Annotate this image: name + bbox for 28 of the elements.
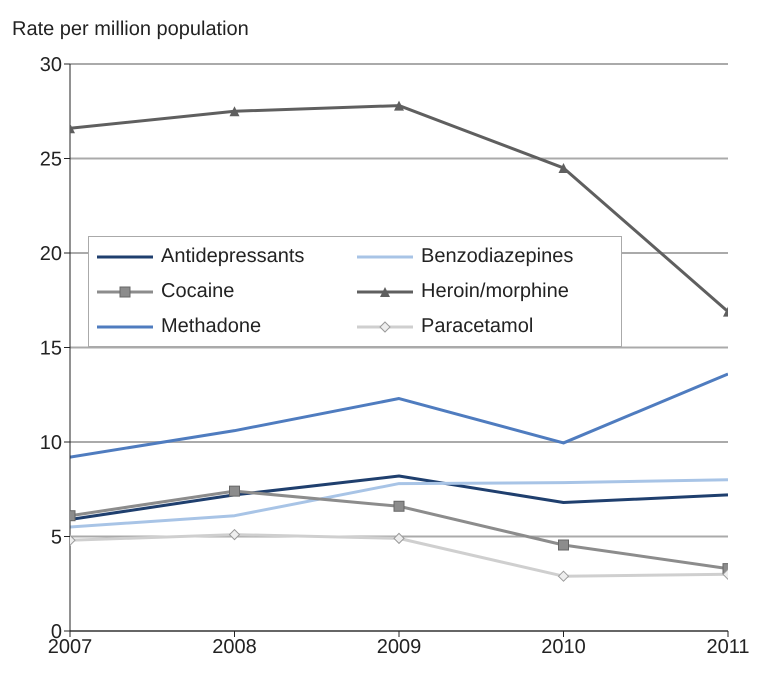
legend-label: Antidepressants — [161, 245, 304, 268]
point — [558, 570, 569, 582]
point — [558, 162, 568, 173]
y-tick-label: 5 — [50, 526, 62, 549]
legend-label: Methadone — [161, 315, 262, 338]
point — [394, 100, 404, 111]
point — [230, 106, 240, 116]
legend-label: Benzodiazepines — [421, 245, 574, 268]
y-tick-label: 15 — [40, 338, 62, 360]
point — [394, 500, 404, 512]
x-tick-label: 2010 — [541, 636, 586, 658]
point — [558, 540, 569, 551]
y-axis-title: Rate per million population — [12, 18, 249, 41]
y-tick-label: 25 — [40, 148, 62, 171]
legend-label: Paracetamol — [421, 315, 534, 338]
y-tick-label: 30 — [40, 54, 62, 76]
point — [394, 532, 404, 544]
x-tick-label: 2008 — [212, 636, 257, 658]
point — [229, 486, 240, 497]
legend-label: Cocaine — [161, 280, 234, 303]
line-series — [70, 478, 728, 529]
x-tick-label: 2009 — [376, 636, 422, 658]
legend-label: Heroin/morphine — [421, 280, 569, 303]
line-series — [70, 372, 728, 459]
y-tick-label: 10 — [40, 432, 62, 454]
y-tick-label: 20 — [40, 243, 62, 266]
point — [229, 529, 240, 540]
x-tick-label: 2011 — [706, 636, 750, 658]
